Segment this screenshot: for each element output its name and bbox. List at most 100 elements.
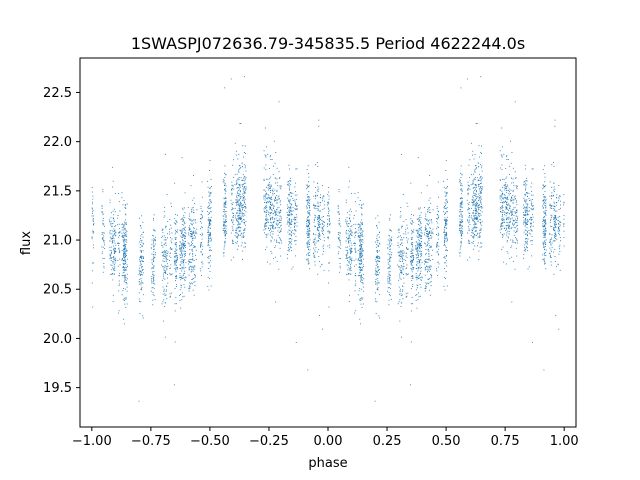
- data-point: [277, 199, 278, 201]
- data-point: [265, 205, 267, 207]
- data-point: [155, 252, 156, 254]
- data-point: [420, 259, 422, 261]
- data-point: [114, 262, 116, 264]
- data-point: [512, 182, 514, 184]
- data-point: [324, 221, 326, 223]
- data-point: [181, 231, 183, 233]
- data-point: [407, 238, 409, 240]
- data-point: [175, 236, 177, 238]
- data-point: [461, 197, 463, 199]
- data-point: [123, 225, 125, 227]
- data-point: [174, 218, 176, 220]
- data-point: [188, 227, 190, 228]
- data-point: [164, 293, 166, 295]
- data-point: [542, 205, 544, 207]
- data-point: [460, 87, 462, 89]
- data-point: [127, 266, 128, 267]
- data-point: [417, 299, 419, 301]
- data-point: [461, 191, 463, 193]
- data-point: [242, 204, 244, 206]
- data-point: [182, 234, 184, 235]
- data-point: [505, 188, 507, 190]
- data-point: [270, 225, 272, 227]
- data-point: [339, 239, 341, 241]
- data-point: [553, 228, 554, 230]
- data-point: [461, 207, 463, 209]
- data-point: [390, 298, 392, 300]
- data-point: [525, 219, 527, 221]
- data-point: [272, 233, 274, 235]
- data-point: [188, 229, 190, 231]
- data-point: [402, 266, 404, 268]
- data-point: [163, 258, 165, 260]
- data-point: [114, 251, 116, 253]
- data-point: [550, 237, 552, 239]
- data-point: [194, 245, 196, 247]
- data-point: [478, 215, 479, 217]
- data-point: [460, 211, 462, 213]
- data-point: [553, 166, 555, 167]
- data-point: [174, 310, 176, 312]
- data-point: [289, 200, 291, 202]
- data-point: [417, 243, 418, 245]
- data-point: [210, 265, 211, 267]
- data-point: [308, 243, 310, 245]
- data-point: [162, 254, 164, 256]
- data-point: [349, 268, 351, 270]
- data-point: [308, 240, 310, 242]
- data-point: [460, 209, 462, 211]
- data-point: [290, 240, 292, 242]
- data-point: [530, 216, 532, 218]
- data-point: [375, 267, 377, 269]
- data-point: [194, 230, 196, 232]
- data-point: [512, 260, 514, 262]
- data-point: [318, 125, 320, 127]
- data-point: [241, 206, 242, 208]
- data-point: [513, 224, 514, 226]
- data-point: [474, 218, 476, 220]
- data-point: [174, 261, 175, 263]
- data-point: [480, 206, 482, 208]
- data-point: [410, 384, 411, 386]
- data-point: [140, 261, 141, 263]
- data-point: [478, 208, 479, 210]
- data-point: [209, 240, 211, 242]
- data-point: [428, 254, 430, 256]
- data-point: [163, 211, 165, 213]
- data-point: [209, 159, 211, 161]
- data-point: [184, 237, 186, 239]
- data-point: [526, 184, 528, 186]
- data-point: [209, 260, 211, 262]
- data-point: [402, 269, 404, 271]
- data-point: [526, 222, 527, 224]
- data-point: [420, 229, 422, 231]
- data-point: [270, 241, 272, 243]
- data-point: [559, 244, 561, 246]
- data-point: [360, 223, 362, 225]
- data-point: [274, 209, 276, 211]
- data-point: [375, 313, 377, 315]
- data-point: [402, 249, 404, 251]
- data-point: [177, 231, 178, 233]
- data-point: [446, 192, 448, 194]
- data-point: [141, 257, 143, 259]
- data-point: [289, 186, 291, 188]
- data-point: [113, 228, 115, 230]
- data-point: [361, 263, 363, 264]
- data-point: [399, 255, 401, 257]
- data-point: [417, 268, 419, 270]
- data-point: [361, 307, 363, 308]
- data-point: [545, 243, 546, 245]
- data-point: [286, 212, 288, 214]
- data-point: [223, 206, 225, 208]
- data-point: [402, 194, 404, 195]
- data-point: [398, 255, 400, 257]
- data-point: [113, 245, 114, 247]
- data-point: [272, 225, 274, 227]
- data-point: [361, 240, 362, 242]
- data-point: [165, 251, 167, 253]
- data-point: [445, 199, 447, 201]
- data-point: [153, 245, 155, 247]
- data-point: [476, 198, 478, 199]
